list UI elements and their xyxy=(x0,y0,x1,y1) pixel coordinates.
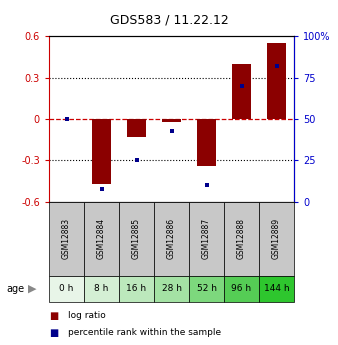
Bar xyxy=(154,202,189,276)
Bar xyxy=(259,276,294,302)
Bar xyxy=(232,64,251,119)
Bar xyxy=(189,202,224,276)
Text: GSM12886: GSM12886 xyxy=(167,218,176,259)
Text: GSM12888: GSM12888 xyxy=(237,218,246,259)
Text: ■: ■ xyxy=(49,311,58,321)
Text: GSM12885: GSM12885 xyxy=(132,218,141,259)
Bar xyxy=(127,119,146,137)
Bar xyxy=(197,119,216,166)
Text: ▶: ▶ xyxy=(28,284,36,294)
Bar xyxy=(92,119,111,184)
Bar xyxy=(267,43,286,119)
Text: age: age xyxy=(7,284,25,294)
Text: 28 h: 28 h xyxy=(162,284,182,294)
Bar xyxy=(49,276,84,302)
Bar xyxy=(49,202,84,276)
Text: 0 h: 0 h xyxy=(59,284,74,294)
Bar xyxy=(224,202,259,276)
Text: GSM12887: GSM12887 xyxy=(202,218,211,259)
Bar xyxy=(224,276,259,302)
Text: ■: ■ xyxy=(49,328,58,338)
Bar xyxy=(154,276,189,302)
Bar xyxy=(84,202,119,276)
Text: 96 h: 96 h xyxy=(232,284,251,294)
Text: 16 h: 16 h xyxy=(126,284,147,294)
Bar xyxy=(162,119,181,122)
Bar xyxy=(119,276,154,302)
Bar xyxy=(119,202,154,276)
Bar xyxy=(189,276,224,302)
Text: log ratio: log ratio xyxy=(68,311,105,320)
Text: 8 h: 8 h xyxy=(94,284,109,294)
Text: 52 h: 52 h xyxy=(196,284,217,294)
Bar xyxy=(259,202,294,276)
Text: GSM12889: GSM12889 xyxy=(272,218,281,259)
Text: GDS583 / 11.22.12: GDS583 / 11.22.12 xyxy=(110,14,228,27)
Text: 144 h: 144 h xyxy=(264,284,289,294)
Bar xyxy=(84,276,119,302)
Text: GSM12884: GSM12884 xyxy=(97,218,106,259)
Text: percentile rank within the sample: percentile rank within the sample xyxy=(68,328,221,337)
Text: GSM12883: GSM12883 xyxy=(62,218,71,259)
